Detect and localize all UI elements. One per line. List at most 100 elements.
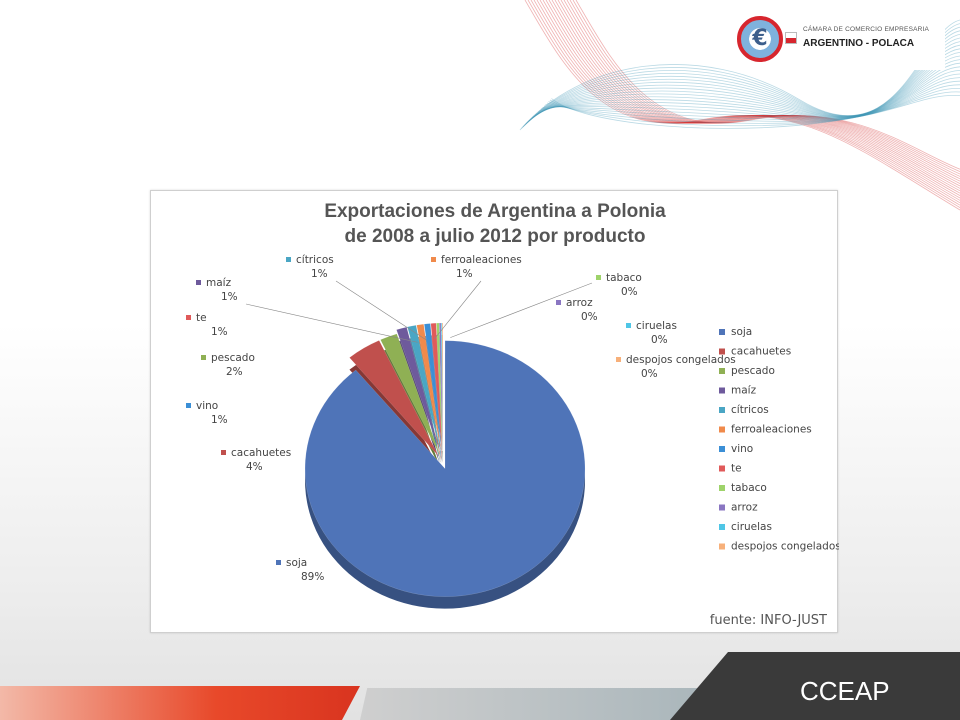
red-wave-line [554,0,960,187]
pie-slices [304,322,586,597]
slice-label-tabaco: tabaco 0% [450,272,642,338]
legend-item-cacahuetes: cacahuetes [719,346,791,358]
slice-label-pescado: pescado 2% [201,352,255,378]
slice-label-marker [616,357,621,362]
legend-swatch [719,368,725,374]
blue-wave-line [551,95,960,129]
legend-item-maíz: maíz [719,385,757,397]
legend-label: ferroaleaciones [731,424,812,436]
legend-item-pescado: pescado [719,365,775,377]
blue-wave-line [539,66,960,119]
legend-item-cítricos: cítricos [719,404,769,416]
slice-label-cítricos: cítricos 1% [286,254,427,341]
legend-label: te [731,463,742,475]
red-wave-line [563,0,960,180]
legend-swatch [719,543,725,550]
blue-wave-line [537,62,960,119]
blue-wave-line [542,73,960,120]
blue-wave-line [530,44,960,120]
slice-label-name: arroz [566,297,593,309]
blue-wave-line [546,84,960,123]
pie-slice-despojos-congelados [441,322,444,452]
legend-swatch [719,465,725,472]
chart-title-line-1: Exportaciones de Argentina a Polonia [324,201,666,222]
slice-label-name: cacahuetes [231,447,291,459]
legend-label: arroz [731,502,758,514]
blue-wave-line [543,77,960,121]
slice-label-marker [286,257,291,262]
slice-label-percent: 1% [456,268,473,280]
leader-line [450,282,593,338]
pie-slice-cítricos [407,324,441,452]
blue-wave-line [540,70,960,120]
red-wave-line [572,0,960,172]
pie-slice-arroz [438,322,444,452]
slice-label-name: soja [286,557,307,569]
blue-wave-line [548,87,960,124]
legend-swatch [719,348,725,355]
blue-wave-line [549,91,960,127]
slice-label-marker [186,315,191,320]
red-wave-line [530,0,960,206]
leader-line [434,280,482,340]
legend-item-ciruelas: ciruelas [719,521,772,533]
legend-swatch [719,426,725,433]
chart-title: Exportaciones de Argentina a Polonia de … [301,199,689,249]
pie-slice-cacahuetes [349,340,439,457]
pie-chart: soja89%cacahuetes4%pescado2%maíz1%cítric… [186,254,839,609]
legend-label: maíz [731,385,757,397]
legend-label: ciruelas [731,521,772,533]
logo-top-text: CÁMARA DE COMERCIO EMPRESARIA [803,26,930,33]
legend-item-soja: soja [719,326,752,338]
footer-grey-band [360,688,720,720]
slice-label-marker [626,323,631,328]
legend-label: despojos congelados [731,541,839,553]
pie-slice-ciruelas [440,322,444,452]
flag-icon [785,32,797,44]
footer-red-band [0,686,360,720]
leader-line [245,303,418,343]
legend-swatch [719,524,725,530]
pie-slice-soja [304,340,586,597]
slice-label-maíz: maíz 1% [196,277,418,343]
legend-item-despojos-congelados: despojos congelados [719,541,839,553]
red-wave-line [551,0,960,189]
red-wave-line [548,0,960,192]
legend-label: cítricos [731,404,769,416]
slice-label-percent: 0% [651,334,668,346]
chart-frame: soja 89% cacahuetes 4% pescado 2% maíz 1% cítric… [150,190,839,633]
red-wave-line [566,0,960,177]
slice-label-name: cítricos [296,254,334,266]
slice-label-name: tabaco [606,272,642,284]
red-wave-line [527,0,960,208]
blue-wave-line [533,52,960,118]
chart-title-line-2: de 2008 a julio 2012 por producto [344,226,646,247]
slice-label-marker [196,280,201,285]
legend-label: soja [731,326,752,338]
slice-label-percent: 4% [246,461,263,473]
slice-label-marker [221,450,226,455]
red-wave-line [533,0,960,204]
blue-wave-line [536,59,960,119]
blue-wave-line [531,48,960,119]
slice-label-name: te [196,312,207,324]
slice-label-ciruelas: ciruelas 0% [626,320,677,346]
red-wave-line [557,0,960,184]
slice-label-percent: 0% [621,286,638,298]
slice-label-percent: 0% [581,311,598,323]
legend-swatch [719,407,725,413]
red-wave-line [542,0,960,196]
legend-swatch [719,387,725,394]
blue-wave-line [534,55,960,118]
blue-wave-line [528,41,960,122]
blue-wave-line [545,80,960,121]
red-wave-line [536,0,960,201]
slice-label-name: despojos congelados [626,354,736,366]
slice-label-percent: 1% [211,326,228,338]
legend-swatch [719,485,725,491]
slice-label-arroz: arroz 0% [556,297,598,323]
pie-slice-te [430,322,443,452]
slice-label-percent: 0% [641,368,658,380]
slice-label-ferroaleaciones: ferroaleaciones 1% [431,254,522,340]
legend-label: vino [731,443,753,455]
